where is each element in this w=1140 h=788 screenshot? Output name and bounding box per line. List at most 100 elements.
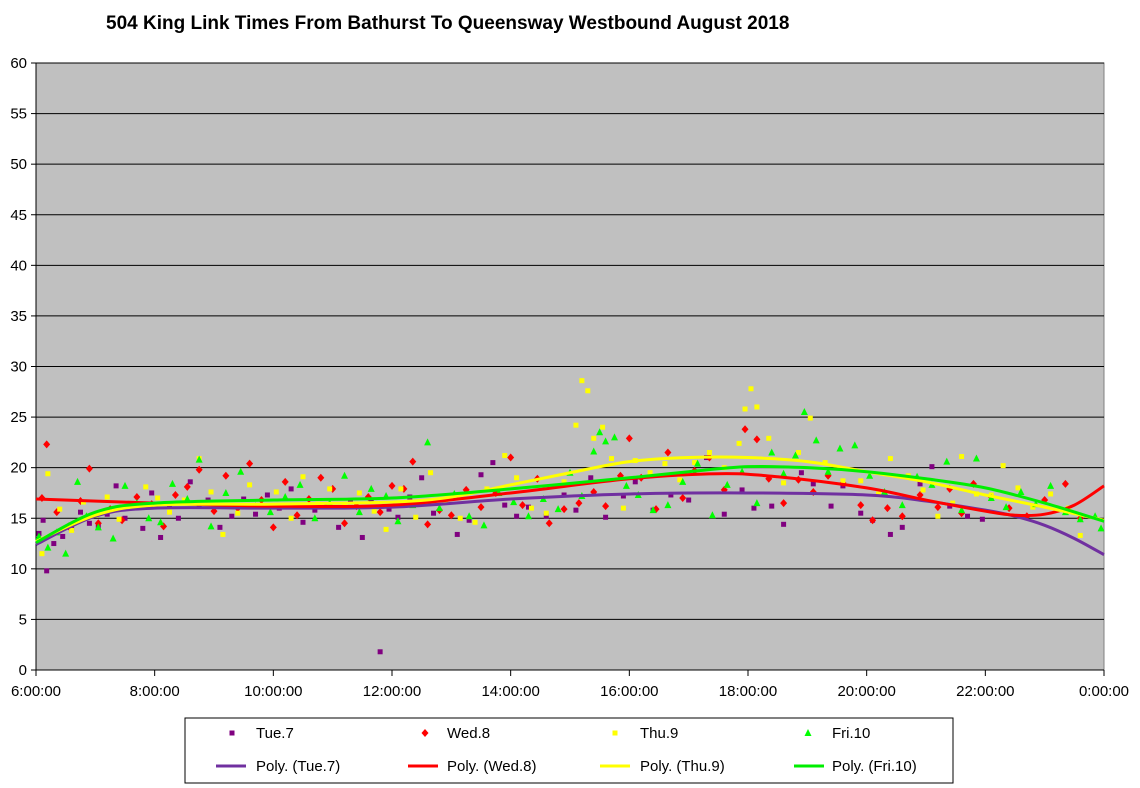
- point-fri-10: [679, 477, 687, 485]
- point-wed-8: [376, 508, 384, 517]
- point-fri-10: [341, 471, 349, 479]
- point-fri-10: [394, 517, 402, 525]
- point-tue-7: [887, 531, 893, 537]
- point-fri-10: [237, 467, 245, 475]
- x-tick-label: 14:00:00: [481, 683, 539, 700]
- point-tue-7: [431, 510, 437, 516]
- point-thu-9: [647, 470, 653, 476]
- point-wed-8: [741, 425, 749, 434]
- legend-box: [184, 717, 954, 784]
- point-fri-10: [355, 508, 363, 516]
- point-fri-10: [590, 447, 598, 455]
- point-wed-8: [883, 504, 891, 513]
- point-wed-8: [388, 481, 396, 490]
- point-thu-9: [858, 478, 864, 484]
- point-wed-8: [269, 523, 277, 532]
- point-fri-10: [465, 512, 473, 520]
- point-thu-9: [795, 449, 801, 455]
- legend-label-fri-10: Fri.10: [832, 725, 870, 742]
- point-fri-10: [121, 481, 129, 489]
- point-tue-7: [739, 487, 745, 493]
- point-tue-7: [543, 513, 549, 519]
- point-fri-10: [836, 444, 844, 452]
- point-tue-7: [490, 460, 496, 466]
- point-fri-10: [768, 448, 776, 456]
- point-thu-9: [959, 454, 965, 460]
- point-thu-9: [543, 510, 549, 516]
- point-thu-9: [356, 490, 362, 496]
- point-wed-8: [857, 501, 865, 510]
- point-tue-7: [686, 497, 692, 503]
- point-fri-10: [611, 433, 618, 441]
- point-thu-9: [514, 475, 520, 481]
- point-fri-10: [207, 522, 215, 530]
- point-thu-9: [220, 531, 226, 537]
- axes: 0 5 10 15 20 25 30 35 40 45 50 55 60 6:00:00 8:00:00 10…: [10, 55, 1129, 700]
- point-fri-10: [44, 543, 52, 551]
- point-fri-10: [943, 457, 951, 465]
- point-thu-9: [383, 526, 389, 532]
- point-tue-7: [288, 486, 294, 492]
- y-tick-label: 35: [10, 308, 27, 325]
- legend-label-poly-fri-10: Poly. (Fri.10): [832, 758, 917, 775]
- point-thu-9: [692, 460, 698, 466]
- y-tick-label: 40: [10, 257, 27, 274]
- point-fri-10: [435, 504, 443, 512]
- point-tue-7: [781, 521, 787, 527]
- point-fri-10: [972, 454, 980, 462]
- point-thu-9: [748, 386, 754, 392]
- y-tick-label: 10: [10, 561, 27, 578]
- chart-title: 504 King Link Times From Bathurst To Que…: [106, 13, 789, 34]
- point-thu-9: [413, 514, 419, 520]
- point-tue-7: [502, 502, 508, 508]
- point-fri-10: [157, 518, 165, 526]
- point-thu-9: [807, 415, 813, 421]
- point-thu-9: [1077, 532, 1083, 538]
- point-thu-9: [840, 478, 846, 484]
- point-tue-7: [917, 481, 923, 487]
- legend-label-tue-7: Tue.7: [256, 725, 294, 742]
- point-thu-9: [247, 482, 253, 488]
- point-wed-8: [409, 457, 417, 466]
- point-fri-10: [195, 455, 203, 463]
- point-thu-9: [39, 551, 45, 557]
- point-thu-9: [591, 435, 597, 441]
- point-tue-7: [140, 525, 146, 531]
- point-thu-9: [736, 440, 742, 446]
- point-wed-8: [317, 473, 325, 482]
- point-thu-9: [457, 515, 463, 521]
- point-thu-9: [822, 460, 828, 466]
- point-wed-8: [195, 465, 203, 474]
- point-tue-7: [979, 516, 985, 522]
- point-fri-10: [723, 480, 731, 488]
- point-tue-7: [51, 541, 57, 547]
- y-tick-label: 25: [10, 409, 27, 426]
- point-fri-10: [266, 508, 274, 516]
- point-tue-7: [828, 503, 834, 509]
- point-fri-10: [800, 408, 808, 416]
- point-thu-9: [935, 513, 941, 519]
- point-tue-7: [149, 490, 155, 496]
- point-fri-10: [296, 480, 304, 488]
- point-thu-9: [273, 489, 279, 495]
- point-wed-8: [679, 494, 687, 503]
- point-tue-7: [419, 475, 425, 481]
- point-wed-8: [477, 503, 485, 512]
- point-fri-10: [898, 501, 906, 509]
- point-wed-8: [281, 477, 289, 486]
- point-tue-7: [395, 514, 401, 520]
- point-thu-9: [573, 422, 579, 428]
- trend-lines: [35, 455, 1105, 556]
- x-tick-label: 6:00:00: [11, 683, 61, 700]
- y-tick-label: 0: [19, 662, 27, 679]
- point-wed-8: [898, 512, 906, 521]
- point-fri-10: [524, 512, 532, 520]
- x-tick-label: 18:00:00: [719, 683, 777, 700]
- trendline-poly-thu-9: [35, 455, 1105, 543]
- point-thu-9: [920, 487, 926, 493]
- point-fri-10: [145, 514, 153, 522]
- point-wed-8: [753, 435, 761, 444]
- y-tick-label: 30: [10, 359, 27, 376]
- point-tue-7: [44, 568, 50, 574]
